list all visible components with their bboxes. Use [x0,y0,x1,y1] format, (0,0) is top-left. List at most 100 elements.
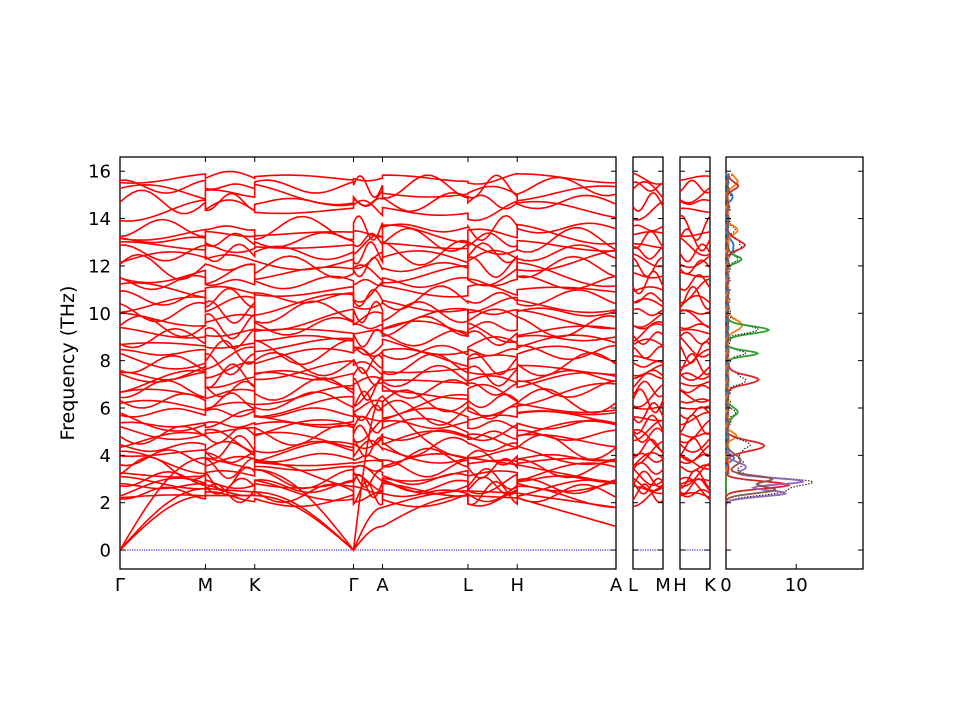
acoustic-branch [119,487,617,552]
phonon-branch [632,477,664,492]
phonon-branch [632,242,664,249]
phonon-branch [632,380,664,398]
phonon-branch [632,438,664,456]
x-tick-label: K [249,575,262,596]
phonon-branch [632,345,664,360]
partial-dos-curve [724,173,777,551]
y-axis-label: Frequency (THz) [57,286,79,441]
y-tick-label: 2 [100,493,111,514]
phonon-branch [632,372,664,380]
y-tick-label: 10 [88,304,111,325]
phonon-branch [632,297,664,308]
dos-x-ticks: 0 10 [720,564,808,596]
phonon-branch [632,257,664,278]
phonon-branch [119,170,617,185]
phonon-branch [119,466,617,492]
phonon-branch [119,274,617,291]
phonon-branch [679,476,711,501]
phonon-branch [119,326,617,350]
phonon-branch [119,434,617,461]
dos-tick-label: 0 [720,575,731,596]
phonon-branch [679,455,711,470]
phonon-branch [632,323,664,330]
phonon-branch [119,249,617,272]
phonon-branch [679,413,711,436]
phonon-branch [679,285,711,311]
phonon-branch [119,415,617,434]
phonon-branch [679,353,711,376]
phonon-branch [119,261,617,288]
x-tick-label: Γ [348,575,358,596]
phonon-branch [679,328,711,335]
phonon-branch [119,428,617,454]
y-axis: 0 2 4 6 8 10 12 14 16 [88,162,863,562]
x-tick-label: M [198,575,214,596]
phonon-branch [119,198,617,222]
phonon-branch [679,406,711,420]
phonon-branch [679,214,711,242]
y-tick-label: 6 [100,398,111,419]
x-tick-label: M [655,575,671,596]
phonon-branch [119,359,617,383]
x-tick-label: A [376,575,389,596]
phonon-branch [632,331,664,346]
band-panel-frame [119,156,617,570]
phonon-branch [679,198,711,206]
phonon-branch [632,230,664,250]
phonon-branch [679,228,711,252]
x-tick-label: H [673,575,687,596]
y-tick-label: 14 [88,209,111,230]
phonon-branch [679,231,711,238]
phonon-branch [679,411,710,426]
dos-tick-label: 10 [785,575,808,596]
phonon-branch [679,437,711,458]
phonon-branch [119,253,617,281]
x-tick-label: H [510,575,524,596]
phonon-branch [679,384,711,394]
phonon-branch [679,438,711,453]
phonon-branch [632,181,664,192]
phonon-branch [119,382,617,408]
phonon-branch [119,300,617,324]
phonon-branch [119,183,617,208]
phonon-branch [679,380,711,387]
phonon-branch [119,285,617,311]
phonon-branch [679,462,711,487]
band-curves [679,175,711,551]
phonon-branch [632,172,664,185]
phonon-branch [119,312,617,340]
phonon-branch [680,207,711,213]
phonon-branch [632,467,664,486]
phonon-branch [632,230,664,236]
phonon-branch [632,271,664,279]
y-tick-label: 12 [88,256,111,277]
y-tick-label: 16 [88,162,111,183]
phonon-branch [679,464,711,473]
dos-panel-frame [725,156,864,570]
phonon-branch [120,363,617,390]
phonon-branch [632,477,664,495]
phonon-branch [632,312,664,329]
x-tick-label: Γ [115,575,125,596]
phonon-branch [632,224,664,232]
phonon-branch [632,470,664,488]
dos-panel: 0 10 [720,156,864,596]
phonon-branch [119,280,617,303]
phonon-branch [679,255,711,269]
phonon-branch [679,389,711,403]
phonon-branch [679,336,711,358]
phonon-branch [632,200,664,221]
phonon-branch [119,214,617,242]
phonon-branch [632,307,664,317]
phonon-branch [119,417,617,443]
phonon-branch [119,293,617,317]
phonon-branch [632,192,664,212]
phonon-branch [679,331,711,345]
phonon-branch [679,175,711,182]
